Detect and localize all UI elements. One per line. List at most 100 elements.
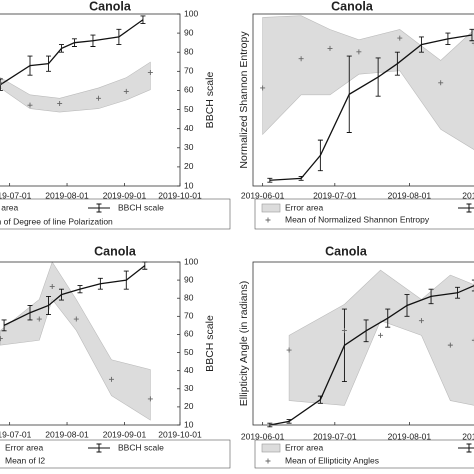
error-bar [97,277,103,290]
x-tick-label: 2019-09-01 [103,429,147,439]
mean-marker [341,327,347,333]
y2-tick-label: 50 [184,104,194,114]
error-bar [363,319,369,343]
error-bar [58,288,64,301]
y2-axis-label: BBCH scale [204,72,216,129]
y2-tick-label: 100 [184,8,198,18]
x-tick-label: 2019-09-01 [103,190,147,200]
mean-marker [438,80,444,86]
chart-title: Canola [325,244,368,258]
legend-swatch [88,443,110,453]
error-bar [71,38,77,47]
error-bar [27,55,33,76]
error-bar [418,36,424,53]
error-bar [471,279,474,292]
x-tick-label: 2019-06-01 [241,190,285,200]
mean-marker [123,88,129,94]
y2-axis-label: BBCH scale [204,315,216,372]
y2-tick-label: 90 [184,27,194,37]
error-bar [404,294,410,317]
mean-marker [298,56,304,62]
mean-marker [57,100,63,106]
plot-frame [0,13,181,187]
chart-title: Canola [89,0,132,13]
error-bar [58,44,64,53]
legend-box [254,198,474,230]
y2-tick-label: 40 [184,365,194,375]
x-tick-label: 2019-07-01 [313,431,357,441]
legend-box [0,198,231,230]
error-area [0,261,151,421]
mean-marker [147,69,153,75]
error-bar [267,177,273,183]
legend-swatch [458,203,474,213]
y2-tick-label: 20 [184,401,194,411]
y2-tick-label: 50 [184,347,194,357]
y-axis-label: Ellipticity Angle (in radians) [238,281,250,406]
y2-tick-label: 30 [184,383,194,393]
bbch-line [269,284,474,426]
y2-tick-label: 70 [184,66,194,76]
legend-label: Error area [5,442,44,452]
legend-box [0,439,231,469]
x-tick-label: 2019-07-01 [313,190,357,200]
mean-marker [327,45,333,51]
mean-marker [27,102,33,108]
plot-frame [0,261,181,426]
error-bar [46,295,52,315]
mean-marker [447,342,453,348]
legend-label: BBCH scale [118,442,164,452]
x-tick-label: 2019-08-01 [388,431,432,441]
x-tick-label: 2019-07-01 [0,190,32,200]
mean-marker [0,336,3,342]
legend-label: BBCH scale [118,202,164,212]
mean-marker [418,318,424,324]
x-tick-label: 2019-08-01 [45,190,89,200]
x-tick-label: 2019-07-01 [0,429,32,439]
legend-swatch [88,203,110,213]
y2-tick-label: 80 [184,292,194,302]
y-axis-label: Normalized Shannon Entropy [238,31,250,169]
bbch-line [3,265,146,326]
y2-tick-label: 90 [184,274,194,284]
mean-marker [49,283,55,289]
mean-marker [471,337,474,343]
y2-tick-label: 20 [184,161,194,171]
error-bar [116,28,122,46]
y2-tick-label: 40 [184,123,194,133]
mean-marker [260,85,266,91]
error-bar [394,51,400,76]
x-tick-label: 2019-10-01 [158,190,202,200]
error-bar [142,261,148,270]
y2-tick-label: 60 [184,329,194,339]
y2-tick-label: 10 [184,180,194,190]
error-area [288,269,474,406]
plot-frame [252,13,474,187]
mean-marker [286,347,292,353]
legend-swatch [265,217,271,223]
error-bar [317,139,323,172]
error-bar [77,285,83,294]
x-tick-label: 2019-06-01 [241,431,285,441]
chart-title: Canola [94,244,137,258]
bbch-line [0,19,144,86]
mean-marker [147,396,153,402]
legend-swatch [265,458,271,464]
legend-swatch [458,443,474,453]
error-bar [385,308,391,328]
error-bar [455,286,461,299]
error-bar [286,419,292,424]
y2-tick-label: 80 [184,46,194,56]
plot-frame [252,261,474,426]
error-area [0,61,151,113]
x-tick-label: 2019-09-01 [462,190,474,200]
mean-marker [36,316,42,322]
error-bar [298,175,304,181]
y2-tick-label: 60 [184,85,194,95]
legend-swatch [261,203,281,213]
mean-marker [96,95,102,101]
legend-label: Mean of I2 [5,455,45,465]
x-tick-label: 2019-09-01 [462,431,474,441]
error-bar [346,55,352,133]
